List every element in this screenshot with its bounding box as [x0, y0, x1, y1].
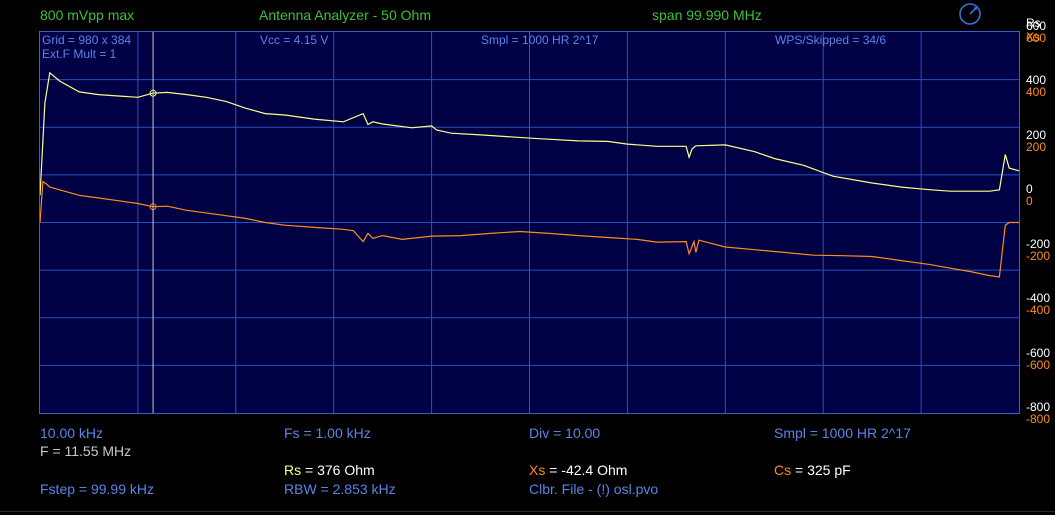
extf-info: Ext.F Mult = 1 [42, 47, 117, 61]
rs-readout: Rs = 376 Ohm [284, 463, 375, 478]
app-title: Antenna Analyzer - 50 Ohm [259, 7, 431, 23]
cs-readout-label: Cs [774, 462, 792, 478]
xs-readout: Xs = -42.4 Ohm [529, 463, 627, 478]
series-line-xs [40, 180, 1019, 278]
rs-axis-tick-label: -400 [1026, 291, 1051, 306]
rs-axis-tick-label: 0 [1026, 182, 1033, 197]
start-frequency[interactable]: 10.00 kHz [40, 425, 104, 441]
rs-axis-tick-label: 200 [1026, 127, 1047, 142]
smpl-info: Smpl = 1000 HR 2^17 [481, 33, 599, 47]
rs-axis-tick-label: -800 [1026, 400, 1051, 414]
vpp-readout: 800 mVpp max [40, 7, 135, 23]
span-readout[interactable]: span 99.990 MHz [652, 7, 762, 23]
cursor-frequency: F = 11.55 MHz [40, 443, 132, 459]
xs-axis-tick-label: 200 [1026, 139, 1047, 154]
rs-axis-tick-label: -200 [1026, 236, 1051, 251]
settings-icon[interactable] [958, 2, 982, 26]
xs-axis-tick-label: -600 [1026, 357, 1051, 372]
wps-info: WPS/Skipped = 34/6 [775, 33, 887, 47]
xs-legend: Xs [1026, 30, 1041, 44]
xs-axis-tick-label: 400 [1026, 85, 1047, 100]
xs-readout-label: Xs [529, 462, 546, 478]
smpl-readout[interactable]: Smpl = 1000 HR 2^17 [774, 425, 911, 441]
rs-readout-label: Rs [284, 462, 302, 478]
xs-axis-tick-label: 600 [1026, 31, 1047, 45]
calibration-file[interactable]: Clbr. File - (!) osl.pvo [529, 481, 659, 497]
fstep-readout[interactable]: Fstep = 99.99 kHz [40, 481, 155, 497]
curves [40, 32, 1019, 413]
grid-lines [40, 32, 1019, 413]
xs-readout-value: = -42.4 Ohm [545, 462, 628, 478]
series-line-rs [40, 71, 1019, 196]
rs-axis-tick-label: 400 [1026, 73, 1047, 88]
rbw-readout: RBW = 2.853 kHz [284, 481, 396, 497]
bottom-divider [0, 511, 1055, 512]
xs-axis-tick-label: 0 [1026, 194, 1033, 209]
xs-axis-tick-label: -800 [1026, 412, 1051, 426]
cs-readout-value: = 325 pF [791, 462, 851, 478]
grid-info: Grid = 980 x 384 [42, 33, 132, 47]
rs-legend: Rs [1026, 16, 1041, 30]
xs-axis-tick-label: -400 [1026, 303, 1051, 318]
plot-area[interactable]: Grid = 980 x 384 Ext.F Mult = 1 Vcc = 4.… [39, 31, 1020, 414]
rs-axis-tick-label: 600 [1026, 19, 1047, 33]
xs-axis-tick-label: -200 [1026, 248, 1051, 263]
rs-readout-value: = 376 Ohm [301, 462, 375, 478]
rs-axis-tick-label: -600 [1026, 345, 1051, 360]
vcc-info: Vcc = 4.15 V [260, 33, 329, 47]
cs-readout: Cs = 325 pF [774, 463, 851, 478]
impedance-chart [40, 32, 1019, 413]
fs-readout[interactable]: Fs = 1.00 kHz [284, 425, 371, 441]
div-readout[interactable]: Div = 10.00 [529, 425, 601, 441]
